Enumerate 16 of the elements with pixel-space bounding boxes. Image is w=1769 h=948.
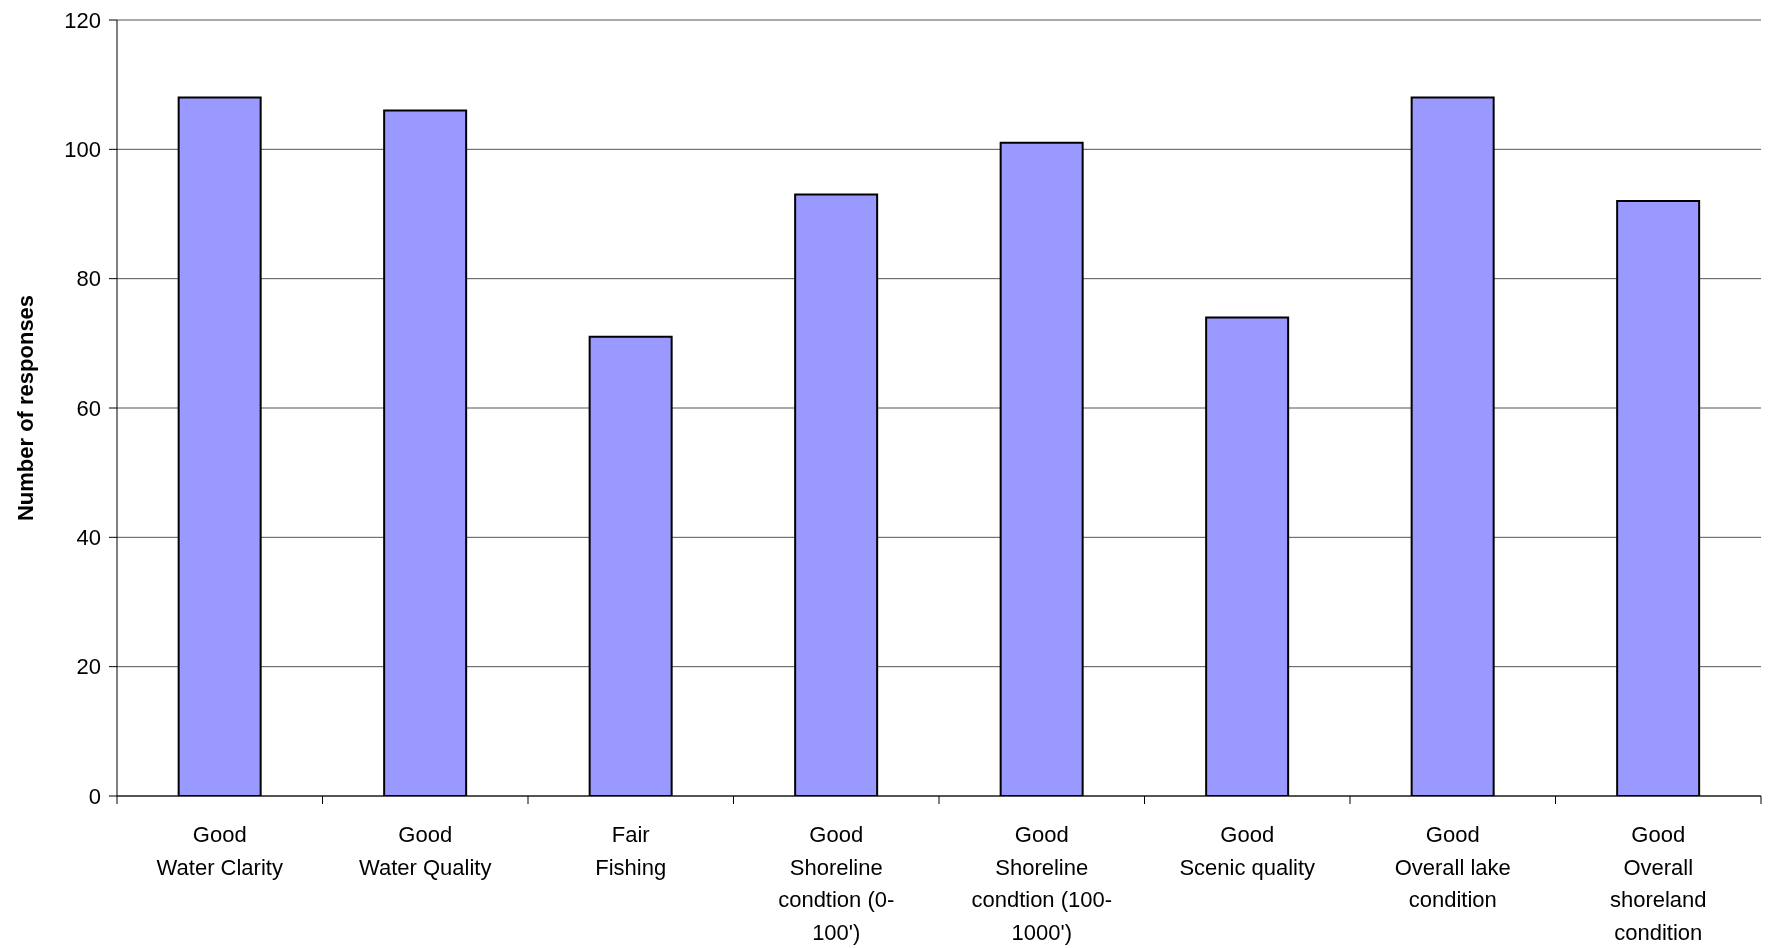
- y-tick-label: 100: [64, 137, 101, 163]
- y-axis-title: Number of responses: [12, 294, 38, 522]
- y-tick-label: 40: [76, 525, 101, 551]
- x-tick-label: Good Water Quality: [359, 822, 492, 880]
- x-tick-label: Good Overall lake condition: [1394, 822, 1511, 912]
- x-tick-label: Good Water Clarity: [156, 822, 283, 880]
- y-tick-label: 20: [76, 654, 101, 680]
- x-tick-label: Good Scenic quality: [1179, 822, 1316, 880]
- x-tick-label: Good Shoreline condtion (0-100'): [778, 822, 895, 945]
- x-tick-label: Fair Fishing: [595, 822, 667, 880]
- y-tick-label: 120: [64, 7, 101, 33]
- x-tick-label: Good Overall shoreland condition: [1609, 822, 1707, 945]
- y-tick-label: 0: [88, 783, 101, 809]
- y-tick-label: 60: [76, 395, 101, 421]
- y-tick-label: 80: [76, 266, 101, 292]
- x-tick-label: Good Shoreline condtion (100-1000'): [971, 822, 1113, 945]
